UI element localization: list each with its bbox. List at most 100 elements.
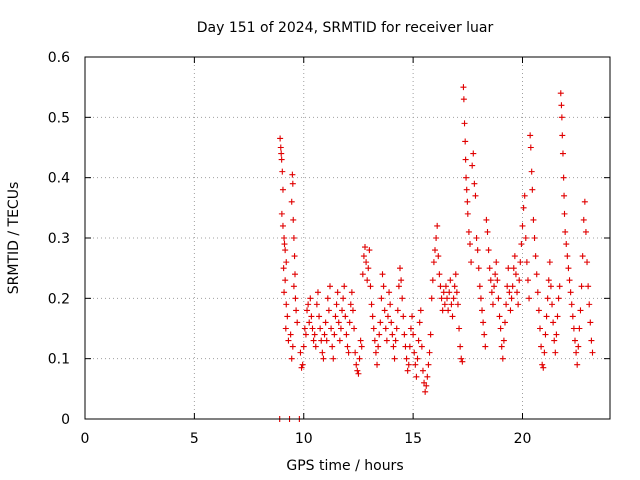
data-point <box>382 325 389 332</box>
data-point <box>492 271 499 278</box>
data-point <box>288 198 295 205</box>
data-point <box>348 289 355 296</box>
data-point <box>291 253 298 260</box>
data-point <box>453 289 460 296</box>
data-point <box>484 228 491 235</box>
data-point <box>403 355 410 362</box>
data-point <box>288 355 295 362</box>
y-tick-label: 0.6 <box>48 50 70 66</box>
data-point <box>511 253 518 260</box>
data-point <box>325 307 332 314</box>
data-point <box>384 313 391 320</box>
data-point <box>342 313 349 320</box>
data-point <box>573 349 580 356</box>
data-point <box>433 235 440 241</box>
data-point <box>505 265 512 272</box>
x-axis-label: GPS time / hours <box>286 458 403 474</box>
data-point <box>568 301 575 308</box>
data-point <box>281 241 288 248</box>
data-point <box>488 289 495 296</box>
data-point <box>416 319 423 326</box>
data-point <box>300 343 307 350</box>
data-point <box>349 307 356 314</box>
data-point <box>535 307 542 314</box>
data-point <box>427 331 434 338</box>
data-point <box>436 271 443 278</box>
data-point <box>422 388 429 395</box>
data-point <box>503 301 510 308</box>
data-point <box>314 289 321 296</box>
x-tick-label: 20 <box>514 431 532 447</box>
data-point <box>298 364 305 371</box>
data-point <box>329 343 336 350</box>
data-point <box>369 313 376 320</box>
data-point <box>360 253 367 260</box>
data-point <box>305 301 312 308</box>
data-point <box>380 283 387 290</box>
data-point <box>514 289 521 296</box>
x-tick-label: 0 <box>81 431 90 447</box>
data-point <box>327 283 333 290</box>
data-point <box>345 349 352 356</box>
data-point <box>282 247 289 254</box>
data-point <box>311 331 318 338</box>
data-point <box>450 295 457 302</box>
data-point <box>412 361 419 368</box>
data-point <box>487 277 494 284</box>
data-point <box>459 358 466 365</box>
data-point <box>533 271 540 278</box>
data-point <box>401 331 408 338</box>
data-point <box>576 325 583 332</box>
data-point <box>502 319 508 326</box>
y-tick-label: 0.5 <box>48 110 70 126</box>
data-point <box>346 319 353 326</box>
data-point <box>321 331 328 338</box>
data-point <box>332 313 339 320</box>
data-point <box>439 307 446 314</box>
data-point <box>440 289 447 296</box>
data-point <box>425 361 432 368</box>
data-point <box>516 277 523 284</box>
data-point <box>508 295 515 302</box>
y-tick-label: 0.4 <box>48 171 70 187</box>
data-point <box>569 313 576 320</box>
data-point <box>405 361 412 368</box>
data-point <box>561 210 568 217</box>
data-point <box>531 235 538 241</box>
data-point <box>449 313 456 320</box>
data-point <box>406 343 413 350</box>
data-point <box>499 355 506 362</box>
data-point <box>506 289 513 296</box>
data-point <box>517 259 524 266</box>
data-point <box>546 259 553 266</box>
data-point <box>504 283 511 290</box>
data-point <box>579 253 586 260</box>
data-point <box>413 373 420 380</box>
data-point <box>555 295 562 302</box>
data-point <box>477 295 484 302</box>
data-point <box>460 96 467 103</box>
data-point <box>340 295 347 302</box>
data-point <box>518 241 525 248</box>
data-point <box>285 337 292 344</box>
data-point <box>387 301 394 308</box>
data-point <box>347 301 354 308</box>
data-point <box>483 216 490 223</box>
data-point <box>400 313 407 320</box>
data-point <box>562 228 569 235</box>
axis-ticks: 0 0.1 0.2 0.3 0.4 0.5 0.6 0 5 10 15 20 <box>48 50 610 447</box>
data-point <box>471 180 478 187</box>
data-point <box>292 295 299 302</box>
data-point <box>388 319 395 326</box>
data-point <box>587 319 594 326</box>
data-point <box>537 325 543 332</box>
data-point <box>575 343 582 350</box>
data-point <box>458 355 465 362</box>
data-point <box>282 325 289 332</box>
data-point <box>432 247 438 254</box>
data-point <box>392 337 399 344</box>
data-point <box>557 90 564 97</box>
data-point <box>302 331 309 338</box>
